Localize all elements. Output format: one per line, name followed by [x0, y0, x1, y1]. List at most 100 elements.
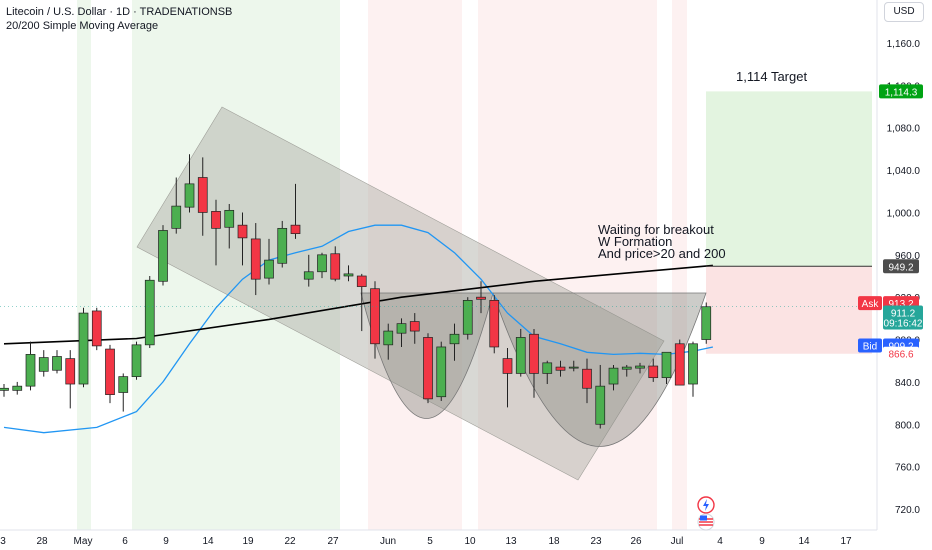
candle-body	[38, 357, 49, 372]
session-band	[672, 0, 687, 530]
price-tick-label: 720.0	[895, 505, 920, 516]
candle-body	[449, 333, 460, 345]
price-axis: 1,160.01,120.01,080.01,040.01,000.0960.0…	[858, 0, 923, 530]
time-tick-label: 18	[548, 536, 560, 547]
candle	[661, 351, 672, 385]
time-tick-label: 23	[590, 536, 602, 547]
level-lines	[0, 265, 872, 307]
indicator-legend[interactable]: 20/200 Simple Moving Average	[6, 20, 159, 32]
candle	[396, 318, 407, 347]
time-tick-label: 14	[798, 536, 810, 547]
time-tick-label: 14	[202, 536, 214, 547]
profit-zone	[706, 91, 872, 267]
candle	[356, 273, 367, 332]
candle	[211, 199, 221, 266]
time-tick-label: 28	[36, 536, 48, 547]
candle-body	[462, 300, 473, 335]
time-tick-label: 6	[122, 536, 128, 547]
candle-body	[65, 358, 76, 385]
candle-body	[476, 296, 486, 300]
candle-body	[436, 346, 447, 398]
candle	[264, 238, 274, 285]
stop-price-tag-bg	[883, 346, 919, 361]
candle-body	[396, 323, 407, 334]
candle-body	[343, 273, 354, 277]
candle	[78, 307, 89, 388]
note-line-2[interactable]: W Formation	[598, 234, 673, 249]
candle	[436, 341, 447, 401]
time-tick-label: 4	[717, 536, 723, 547]
candle	[25, 341, 36, 391]
candle	[290, 183, 301, 239]
candle	[118, 373, 129, 412]
price-tick-label: 1,160.0	[887, 39, 921, 50]
candle-body	[701, 306, 712, 340]
candle-body	[582, 368, 592, 389]
candle	[608, 364, 619, 391]
candle	[250, 223, 261, 296]
target-price-tag-bg	[879, 84, 923, 99]
candle-body	[171, 205, 182, 229]
candle-body	[423, 337, 433, 400]
time-tick-label: 22	[284, 536, 296, 547]
pattern-drawings	[136, 106, 707, 481]
symbol-title[interactable]: Litecoin / U.S. Dollar · 1D · TRADENATIO…	[6, 6, 233, 18]
candle-body	[489, 300, 500, 348]
price-tick-label: 800.0	[895, 420, 920, 431]
candle-body	[635, 365, 645, 369]
candle	[449, 323, 460, 361]
candle-body	[131, 344, 142, 377]
note-line-3[interactable]: And price>20 and 200	[598, 246, 726, 261]
countdown-tag: 09:16:42	[884, 319, 923, 330]
candle-body	[555, 366, 566, 371]
candle	[370, 281, 380, 359]
candle-body	[105, 348, 115, 395]
candle-body	[277, 227, 288, 264]
candle-body	[409, 321, 420, 332]
ask-label-tag-bg	[858, 296, 882, 311]
price-tick-label: 1,040.0	[887, 166, 921, 177]
candle-body	[370, 288, 380, 345]
time-tick-label: May	[74, 536, 93, 547]
candle-body	[356, 275, 367, 287]
candle-body	[674, 343, 685, 386]
ask-label-tag: Ask	[862, 299, 880, 310]
currency-button[interactable]: USD	[884, 2, 924, 22]
candle-body	[661, 351, 672, 379]
target-annotation[interactable]: 1,114 Target	[736, 69, 808, 84]
candle	[555, 360, 566, 377]
candle	[0, 384, 9, 397]
candle-body	[303, 271, 314, 280]
candle-body	[621, 366, 632, 370]
candle-body	[144, 279, 155, 346]
candle	[582, 358, 592, 404]
candle	[595, 364, 606, 429]
candle	[529, 328, 539, 398]
candle	[542, 360, 553, 385]
candle	[277, 220, 288, 268]
candle-body	[330, 253, 341, 280]
lightning-icon[interactable]	[697, 496, 715, 519]
candle-body	[264, 259, 274, 279]
candle	[674, 339, 685, 386]
price-tick-label: 1,080.0	[887, 124, 921, 135]
candle	[237, 212, 248, 266]
stop-price-tag: 866.6	[888, 350, 913, 361]
note-line-1[interactable]: Waiting for breakout	[598, 222, 714, 237]
candle-body	[224, 209, 235, 228]
price-tick-label: 1,000.0	[887, 208, 921, 219]
candle-body	[608, 367, 619, 385]
candle	[476, 281, 486, 314]
chart-header: Litecoin / U.S. Dollar · 1D · TRADENATIO…	[6, 5, 232, 33]
candle-body	[91, 310, 102, 347]
candle	[383, 323, 394, 360]
us-flag-icon[interactable]	[697, 513, 715, 536]
price-tick-label: 960.0	[895, 251, 920, 262]
price-tick-label: 760.0	[895, 463, 920, 474]
candle-body	[184, 183, 195, 208]
candle	[184, 154, 195, 213]
candle	[635, 362, 645, 374]
descending-channel	[136, 106, 665, 481]
ma20-line	[3, 224, 714, 434]
